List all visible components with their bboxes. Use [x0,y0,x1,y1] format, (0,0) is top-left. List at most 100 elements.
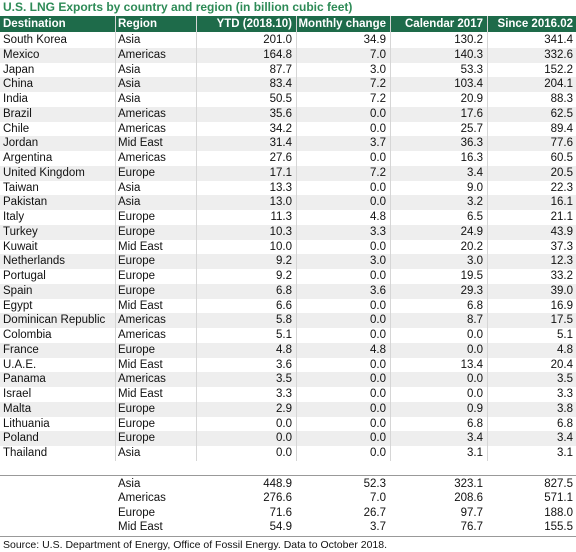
region-cell: Americas [118,48,166,61]
value-cell: 3.0 [467,255,483,268]
destination-cell: Lithuania [3,417,50,430]
value-cell: 0.0 [370,417,386,430]
value-cell: 5.8 [276,314,292,327]
summary-value: 276.6 [263,492,292,505]
value-cell: 0.0 [370,358,386,371]
destination-cell: Chile [3,122,30,135]
value-cell: 19.5 [460,270,483,282]
summary-value: 188.0 [544,506,573,519]
value-cell: 152.2 [544,63,573,76]
summary-value: 827.5 [544,478,573,490]
destination-cell: Dominican Republic [3,314,106,327]
value-cell: 4.8 [370,211,386,223]
region-cell: Europe [118,225,156,238]
value-cell: 13.3 [269,181,292,194]
value-cell: 31.4 [269,137,292,150]
value-cell: 50.5 [269,93,292,105]
value-cell: 0.0 [370,240,386,253]
value-cell: 8.7 [467,314,483,327]
summary-region: Mid East [118,520,163,533]
row-stripe [0,165,576,181]
row-stripe [0,106,576,122]
value-cell: 62.5 [550,107,573,120]
column-separator [196,16,197,461]
destination-cell: Israel [3,388,32,400]
value-cell: 3.4 [467,432,483,445]
destination-cell: U.A.E. [3,358,37,371]
value-cell: 88.3 [550,93,573,105]
destination-cell: France [3,343,39,356]
destination-cell: Portugal [3,270,46,282]
region-cell: Asia [118,93,141,105]
value-cell: 36.3 [460,137,483,150]
value-cell: 6.6 [276,299,292,312]
value-cell: 0.0 [370,314,386,327]
region-cell: Asia [118,181,141,194]
value-cell: 332.6 [544,48,573,61]
summary-value: 3.7 [370,520,386,533]
value-cell: 12.3 [550,255,573,268]
value-cell: 60.5 [550,152,573,164]
value-cell: 35.6 [269,107,292,120]
row-stripe [0,136,576,151]
value-cell: 0.0 [370,196,386,209]
region-cell: Mid East [118,137,163,150]
destination-cell: Japan [3,63,35,76]
row-stripe [0,342,576,358]
destination-cell: Italy [3,211,25,223]
destination-cell: Spain [3,284,33,297]
value-cell: 21.1 [550,211,573,223]
value-cell: 3.2 [467,196,483,209]
value-cell: 7.0 [370,48,386,61]
value-cell: 6.8 [467,417,483,430]
value-cell: 7.2 [370,166,386,179]
value-cell: 13.0 [269,196,292,209]
value-cell: 130.2 [454,34,483,46]
summary-value: 71.6 [269,506,292,519]
region-cell: Europe [118,211,156,223]
row-stripe [0,254,576,269]
row-stripe [0,401,576,417]
destination-cell: Jordan [3,137,39,150]
destination-cell: Egypt [3,299,33,312]
row-stripe [0,283,576,299]
value-cell: 37.3 [550,240,573,253]
value-cell: 9.0 [467,181,483,194]
value-cell: 0.0 [467,388,483,400]
value-cell: 3.4 [467,166,483,179]
region-cell: Americas [118,329,166,341]
value-cell: 13.4 [460,358,483,371]
value-cell: 4.8 [276,343,292,356]
value-cell: 0.0 [370,181,386,194]
value-cell: 6.8 [557,417,573,430]
value-cell: 0.0 [467,373,483,386]
value-cell: 341.4 [544,34,573,46]
value-cell: 20.2 [460,240,483,253]
value-cell: 3.5 [557,373,573,386]
value-cell: 17.5 [550,314,573,327]
summary-value: 571.1 [544,492,573,505]
value-cell: 10.3 [269,225,292,238]
destination-cell: South Korea [3,34,67,46]
source: Source: U.S. Department of Energy, Offic… [3,539,388,551]
value-cell: 16.1 [550,196,573,209]
region-cell: Europe [118,166,156,179]
value-cell: 34.2 [269,122,292,135]
row-stripe [0,224,576,240]
region-cell: Asia [118,63,141,76]
value-cell: 3.6 [370,284,386,297]
value-cell: 201.0 [263,34,292,46]
value-cell: 204.1 [544,78,573,91]
column-header: YTD (2018.10) [216,18,292,30]
value-cell: 17.1 [269,166,292,179]
value-cell: 17.6 [460,107,483,120]
value-cell: 29.3 [460,284,483,297]
region-cell: Asia [118,196,141,209]
region-cell: Americas [118,107,166,120]
row-stripe [0,313,576,328]
destination-cell: Netherlands [3,255,66,268]
row-stripe [0,431,576,446]
value-cell: 3.0 [370,63,386,76]
summary-rule [0,536,576,538]
